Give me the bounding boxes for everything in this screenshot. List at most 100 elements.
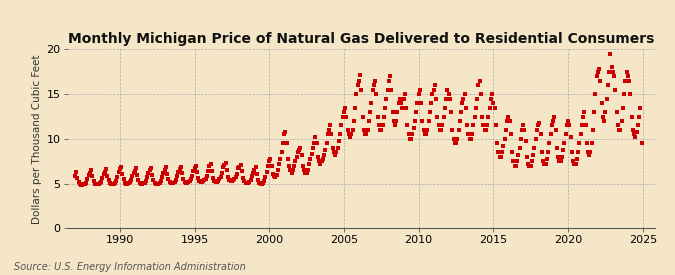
Point xyxy=(534,120,545,125)
Point xyxy=(619,92,630,96)
Point xyxy=(267,172,278,176)
Point xyxy=(90,182,101,187)
Point xyxy=(83,172,94,177)
Point xyxy=(432,114,443,119)
Point xyxy=(211,180,221,184)
Point xyxy=(453,128,464,132)
Point xyxy=(123,180,134,185)
Point xyxy=(385,74,396,78)
Point xyxy=(108,182,119,186)
Point xyxy=(458,97,469,101)
Point xyxy=(330,153,341,157)
Point xyxy=(575,132,586,137)
Point xyxy=(186,177,196,181)
Point xyxy=(294,147,304,152)
Point xyxy=(146,166,157,170)
Point xyxy=(479,128,490,132)
Point xyxy=(339,110,350,114)
Point xyxy=(478,123,489,128)
Point xyxy=(558,147,568,152)
Point xyxy=(515,137,526,141)
Point xyxy=(124,180,135,184)
Point xyxy=(296,153,307,157)
Point xyxy=(419,132,430,137)
Point xyxy=(244,180,254,184)
Point xyxy=(429,83,440,87)
Point xyxy=(364,110,375,114)
Point xyxy=(149,180,160,185)
Point xyxy=(553,155,564,159)
Point xyxy=(503,114,514,119)
Point xyxy=(601,97,612,101)
Point xyxy=(500,128,511,132)
Point xyxy=(115,165,126,170)
Point xyxy=(412,101,423,105)
Point xyxy=(354,79,364,83)
Point xyxy=(372,114,383,119)
Point xyxy=(543,150,554,155)
Point xyxy=(329,150,340,155)
Point xyxy=(580,123,591,128)
Point xyxy=(152,182,163,186)
Point xyxy=(583,150,593,155)
Point xyxy=(387,110,398,114)
Point xyxy=(375,128,385,132)
Point xyxy=(376,128,387,132)
Point xyxy=(341,114,352,119)
Point xyxy=(540,162,551,166)
Point xyxy=(560,132,571,137)
Point xyxy=(485,97,496,101)
Point xyxy=(107,182,117,186)
Point xyxy=(323,132,333,137)
Point xyxy=(470,105,481,110)
Point xyxy=(559,141,570,145)
Point xyxy=(366,101,377,105)
Point xyxy=(388,119,399,123)
Point xyxy=(260,175,271,180)
Point xyxy=(514,145,525,150)
Point xyxy=(151,182,161,186)
Point xyxy=(524,163,535,168)
Point xyxy=(360,132,371,137)
Point xyxy=(538,159,549,163)
Point xyxy=(450,141,460,145)
Point xyxy=(411,110,422,114)
Point xyxy=(157,175,167,180)
Point xyxy=(603,70,614,74)
Point xyxy=(202,169,213,173)
Point xyxy=(80,182,90,186)
Point xyxy=(174,167,185,172)
Point xyxy=(572,150,583,155)
Point xyxy=(81,180,92,185)
Point xyxy=(200,177,211,181)
Point xyxy=(170,178,181,182)
Point xyxy=(220,161,231,165)
Point xyxy=(326,132,337,137)
Point xyxy=(442,87,453,92)
Point xyxy=(507,150,518,155)
Point xyxy=(155,180,165,185)
Point xyxy=(541,156,552,161)
Point xyxy=(509,163,520,168)
Point xyxy=(418,128,429,132)
Point xyxy=(214,177,225,181)
Point xyxy=(402,123,413,128)
Point xyxy=(279,132,290,137)
Point xyxy=(327,145,338,150)
Point xyxy=(513,153,524,157)
Point xyxy=(276,150,287,155)
Point xyxy=(78,182,89,187)
Point xyxy=(632,123,643,128)
Point xyxy=(310,135,321,139)
Point xyxy=(250,165,261,170)
Point xyxy=(255,182,266,186)
Point xyxy=(275,156,286,161)
Point xyxy=(295,145,306,150)
Point xyxy=(263,163,273,168)
Point xyxy=(400,92,410,96)
Point xyxy=(608,70,618,74)
Point xyxy=(369,83,379,87)
Point xyxy=(437,123,448,128)
Point xyxy=(622,74,633,78)
Point xyxy=(570,162,581,166)
